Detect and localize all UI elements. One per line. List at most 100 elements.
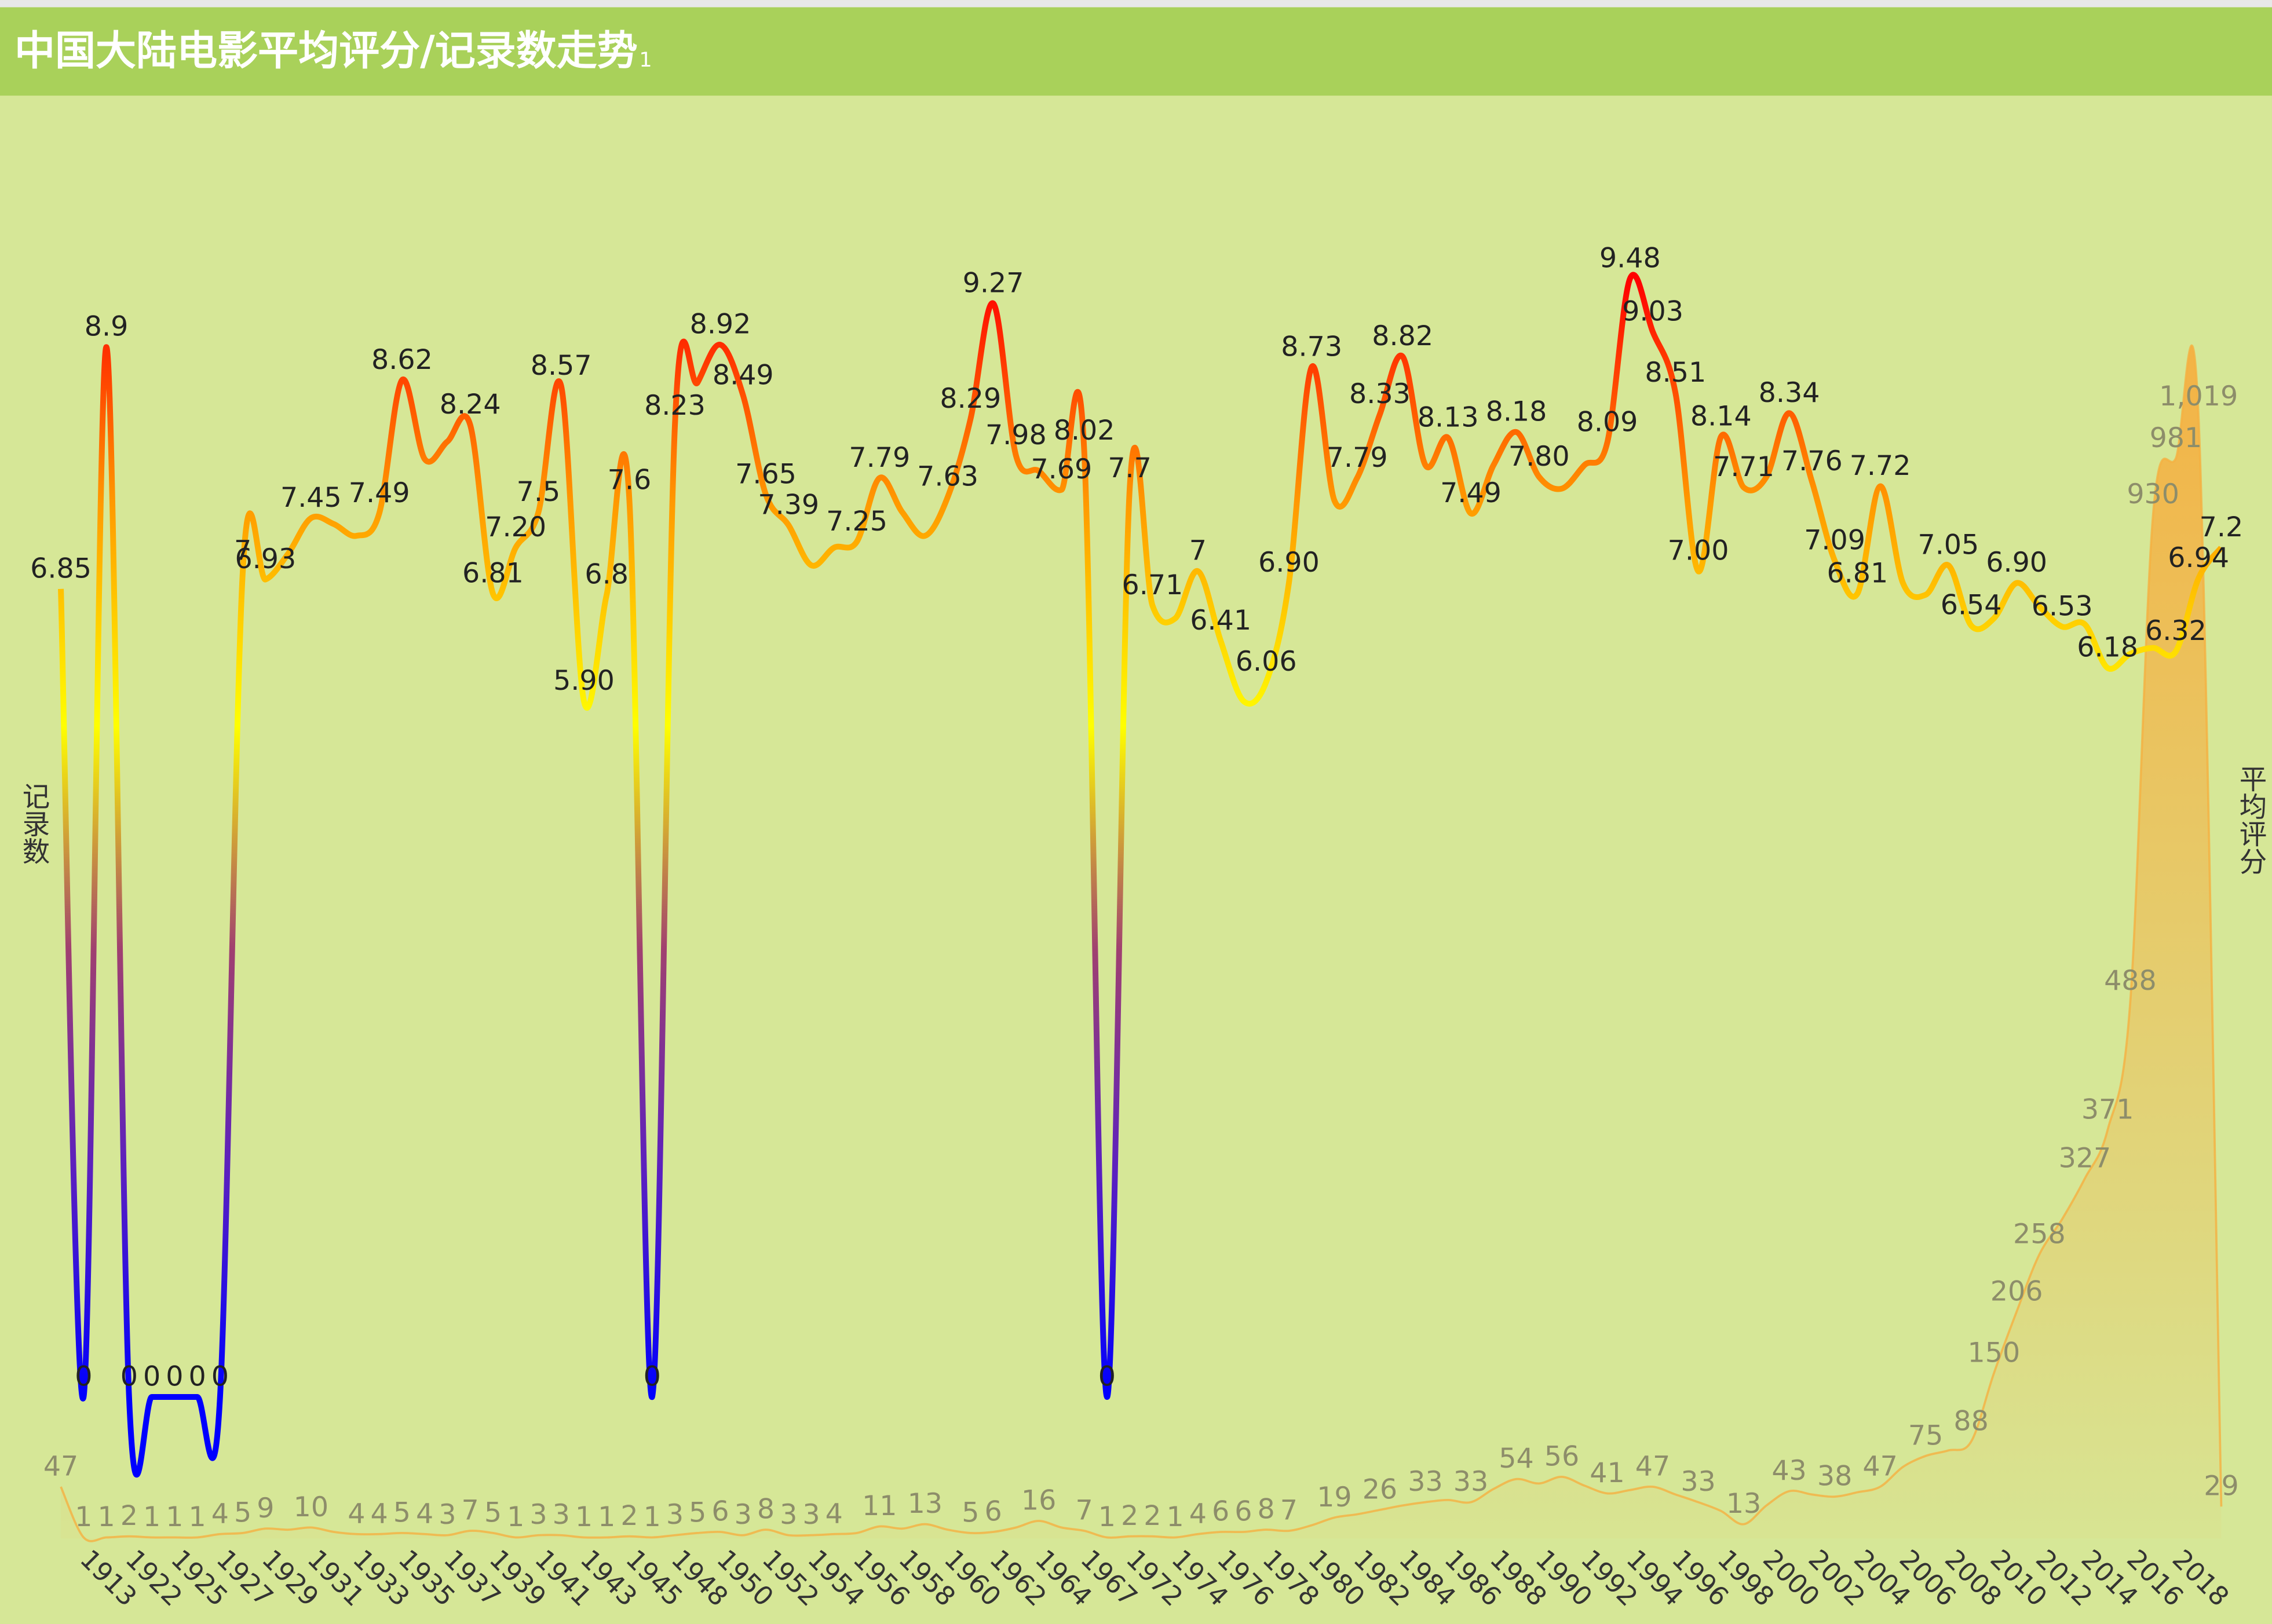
rating-label: 0 <box>166 1360 183 1392</box>
rating-label: 6.32 <box>2145 615 2207 647</box>
rating-label: 7 <box>234 535 251 567</box>
count-label: 1 <box>97 1501 115 1533</box>
count-label: 4 <box>1189 1498 1207 1530</box>
title-bar <box>0 7 2272 96</box>
rating-label: 0 <box>644 1360 661 1392</box>
count-label: 7 <box>1280 1495 1298 1527</box>
count-label: 1 <box>75 1501 92 1533</box>
count-label: 1 <box>1167 1501 1184 1533</box>
count-label: 206 <box>1990 1275 2043 1307</box>
count-label: 8 <box>757 1494 775 1526</box>
count-label: 7 <box>1075 1495 1093 1527</box>
count-label: 930 <box>2127 478 2179 510</box>
count-line <box>60 344 2223 1542</box>
count-label: 1 <box>188 1501 206 1533</box>
rating-label: 7.79 <box>1327 442 1388 474</box>
rating-label: 9.03 <box>1622 295 1683 327</box>
count-label: 4 <box>211 1498 229 1530</box>
count-label: 6 <box>711 1495 729 1527</box>
rating-label: 8.33 <box>1349 378 1411 410</box>
count-label: 3 <box>735 1499 752 1531</box>
count-label: 47 <box>43 1451 78 1483</box>
rating-label: 8.09 <box>1577 407 1638 438</box>
count-label: 488 <box>2104 965 2157 997</box>
count-label: 56 <box>1544 1440 1579 1472</box>
count-label: 4 <box>825 1498 843 1530</box>
rating-label: 8.51 <box>1645 357 1706 389</box>
count-label: 88 <box>1953 1406 1988 1438</box>
count-label: 1 <box>1098 1501 1116 1533</box>
count-label: 9 <box>257 1493 274 1524</box>
rating-label: 7.80 <box>1508 441 1570 473</box>
rating-label: 9.27 <box>963 267 1024 299</box>
count-label: 6 <box>1212 1495 1229 1527</box>
count-label: 1 <box>507 1501 524 1533</box>
rating-label: 8.29 <box>940 383 1001 415</box>
count-label: 5 <box>962 1497 979 1528</box>
count-label: 4 <box>348 1498 365 1530</box>
count-label: 8 <box>1258 1494 1275 1526</box>
count-label: 3 <box>529 1499 547 1531</box>
rating-label: 8.57 <box>531 350 592 382</box>
count-label: 150 <box>1968 1337 2021 1369</box>
rating-label: 7 <box>1189 535 1207 567</box>
rating-label: 6.81 <box>462 557 524 589</box>
count-label: 33 <box>1453 1466 1488 1498</box>
count-label: 3 <box>780 1499 797 1531</box>
rating-label: 7.98 <box>985 419 1047 451</box>
rating-label: 0 <box>143 1360 160 1392</box>
count-label: 371 <box>2081 1094 2134 1126</box>
rating-label: 6.71 <box>1122 569 1183 601</box>
rating-label: 6.06 <box>1236 646 1297 678</box>
rating-label: 7.45 <box>280 482 342 514</box>
rating-label: 8.23 <box>644 390 706 422</box>
count-label: 6 <box>984 1495 1002 1527</box>
rating-label: 0 <box>75 1360 92 1392</box>
count-label: 47 <box>1635 1451 1670 1483</box>
count-area <box>61 345 2222 1542</box>
rating-label: 7.5 <box>517 476 561 508</box>
rating-label: 7.7 <box>1108 452 1152 484</box>
count-label: 10 <box>294 1491 328 1523</box>
count-label: 258 <box>2013 1218 2066 1250</box>
chart-title: 中国大陆电影平均评分/记录数走势 <box>14 27 638 75</box>
rating-label: 7.09 <box>1804 524 1865 556</box>
rating-label: 7.71 <box>1713 451 1774 483</box>
rating-label: 7.65 <box>735 458 797 490</box>
count-label: 41 <box>1590 1457 1624 1489</box>
count-label: 6 <box>1234 1495 1252 1527</box>
count-label: 13 <box>1726 1488 1761 1520</box>
rating-label: 0 <box>1098 1360 1116 1392</box>
rating-label: 0 <box>188 1360 206 1392</box>
rating-label: 6.54 <box>1941 589 2002 621</box>
count-label: 5 <box>484 1497 502 1528</box>
rating-label: 7.49 <box>349 477 410 509</box>
rating-label: 7.72 <box>1850 450 1911 482</box>
rating-label: 9.48 <box>1599 243 1661 275</box>
rating-label: 6.85 <box>30 553 92 584</box>
rating-label: 7.49 <box>1440 477 1502 509</box>
chart-subtitle: 1 <box>639 49 652 72</box>
count-label: 2 <box>1121 1500 1138 1532</box>
rating-label: 8.92 <box>690 309 751 341</box>
rating-label: 6.90 <box>1258 547 1320 579</box>
rating-label: 7.63 <box>917 460 978 492</box>
count-label: 4 <box>416 1498 433 1530</box>
rating-label: 8.14 <box>1690 401 1752 433</box>
count-label: 3 <box>666 1499 684 1531</box>
count-label: 54 <box>1499 1443 1533 1475</box>
rating-label: 6.81 <box>1827 557 1888 589</box>
count-label: 11 <box>862 1490 897 1522</box>
count-label: 1 <box>644 1501 661 1533</box>
count-label: 33 <box>1408 1466 1442 1498</box>
rating-line <box>58 272 2224 1478</box>
count-label: 75 <box>1908 1420 1943 1451</box>
rating-label: 6.94 <box>2168 542 2229 574</box>
rating-label: 8.02 <box>1054 415 1115 447</box>
count-label: 1 <box>598 1501 615 1533</box>
rating-label: 7.25 <box>826 506 887 537</box>
count-label: 5 <box>234 1497 251 1528</box>
y2-axis-label: 平均评分 <box>2234 765 2266 875</box>
